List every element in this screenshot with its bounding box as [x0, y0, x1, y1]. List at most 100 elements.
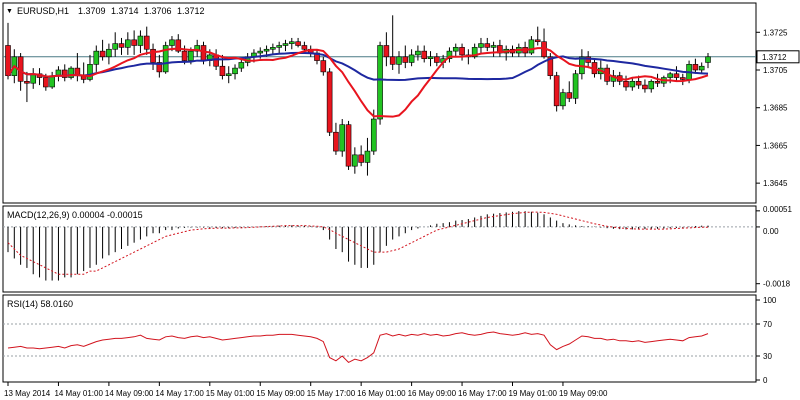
bear-candle: [345, 124, 352, 167]
bull-candle: [194, 45, 200, 52]
bear-candle: [61, 69, 68, 78]
bear-candle: [635, 81, 642, 86]
bear-candle: [459, 47, 465, 56]
bear-candle: [156, 62, 163, 73]
bull-candle: [225, 73, 232, 76]
macd-signal-line: [7, 211, 708, 275]
time-tick-label: 16 May 17:00: [458, 389, 507, 398]
macd-histogram: [7, 211, 709, 281]
bull-candle: [648, 81, 655, 90]
bear-candle: [326, 71, 333, 133]
bull-candle: [238, 62, 245, 69]
time-tick-label: 14 May 09:00: [105, 389, 154, 398]
time-tick-label: 15 May 09:00: [256, 389, 305, 398]
current-price-box: [756, 50, 800, 64]
price-tick-label: 1.3665: [763, 141, 788, 150]
rsi-panel: 100 70 30 0 RSI(14) 58.0160: [2, 294, 777, 385]
price-tick-label: 1.3645: [763, 179, 788, 188]
bull-candle: [263, 48, 270, 52]
bear-candle: [213, 54, 219, 67]
rsi-levels: [3, 323, 756, 357]
current-price-label: 1.3712: [762, 53, 787, 62]
time-tick-label: 15 May 17:00: [307, 389, 356, 398]
price-header-symbol: EURUSD,H1: [17, 6, 69, 16]
bear-candle: [333, 131, 339, 152]
bear-candle: [5, 45, 11, 76]
bear-candle: [383, 45, 390, 58]
bear-candle: [673, 73, 680, 78]
rsi-tick-label: 100: [763, 296, 777, 305]
price-tick-label: 1.3725: [763, 28, 788, 37]
price-header-close: 1.3712: [177, 6, 205, 16]
time-tick-label: 13 May 2014: [4, 389, 51, 398]
bear-candle: [118, 43, 125, 48]
bull-candle: [339, 124, 346, 152]
time-tick-label: 14 May 17:00: [155, 389, 204, 398]
bull-candle: [106, 48, 112, 58]
bull-candle: [352, 154, 358, 167]
bear-candle: [402, 56, 409, 63]
bear-candle: [295, 41, 301, 46]
rsi-tick-label: 70: [763, 320, 772, 329]
macd-tick-label: 0.00051: [763, 205, 792, 214]
time-axis: 13 May 2014 14 May 01:00 14 May 09:00 14 Ma…: [4, 382, 608, 398]
bull-candle: [415, 50, 421, 56]
bear-candle: [642, 84, 648, 90]
bull-candle: [705, 56, 711, 63]
price-tick-label: 1.3705: [763, 66, 788, 75]
bull-candle: [125, 39, 131, 48]
bear-candle: [200, 45, 207, 61]
header-arrow-icon: ▼: [6, 8, 13, 15]
bear-candle: [421, 50, 428, 59]
bear-candle: [553, 75, 560, 107]
bull-candle: [572, 73, 579, 99]
bear-candle: [534, 39, 541, 43]
bull-candle: [446, 50, 453, 59]
bear-candle: [547, 56, 554, 76]
bull-candle: [112, 43, 119, 50]
time-tick-label: 19 May 01:00: [509, 389, 558, 398]
bull-candle: [629, 81, 636, 88]
candles-layer: [5, 15, 711, 176]
rsi-tick-label: 0: [763, 376, 768, 385]
bull-candle: [276, 45, 282, 48]
bull-candle: [93, 50, 100, 65]
bear-candle: [181, 50, 188, 61]
bear-candle: [654, 81, 661, 84]
macd-axis: 0.00051 0.00 -0.0018: [756, 205, 792, 289]
bear-candle: [484, 43, 491, 48]
bear-candle: [131, 39, 137, 46]
bull-candle: [257, 50, 264, 54]
bear-candle: [434, 56, 440, 63]
bull-candle: [478, 43, 484, 48]
bull-candle: [87, 64, 93, 80]
bull-candle: [427, 56, 434, 59]
bull-candle: [137, 35, 144, 46]
time-tick-label: 19 May 09:00: [559, 389, 608, 398]
bull-candle: [490, 45, 497, 48]
bear-candle: [623, 81, 629, 88]
bear-candle: [150, 48, 156, 63]
bull-candle: [68, 67, 74, 78]
macd-header: MACD(12,26,9) 0.00004 -0.00015: [7, 210, 143, 220]
ma-slow-line: [7, 51, 709, 81]
rsi-panel-frame: [2, 294, 757, 383]
bull-candle: [408, 54, 415, 63]
time-tick-label: 16 May 09:00: [408, 389, 457, 398]
bear-candle: [358, 154, 364, 163]
bull-candle: [188, 50, 194, 61]
bull-candle: [282, 43, 289, 46]
bear-candle: [219, 65, 226, 76]
rsi-axis: 100 70 30 0: [756, 296, 777, 385]
bull-candle: [560, 92, 566, 107]
bear-candle: [43, 77, 49, 88]
bear-candle: [143, 35, 150, 50]
rsi-header: RSI(14) 58.0160: [7, 299, 73, 309]
price-axis: 1.3725 1.3705 1.3685 1.3665 1.3645: [756, 28, 788, 188]
price-tick-label: 1.3685: [763, 104, 788, 113]
price-header-low: 1.3706: [144, 6, 172, 16]
rsi-line: [7, 331, 709, 364]
bear-candle: [389, 56, 396, 65]
